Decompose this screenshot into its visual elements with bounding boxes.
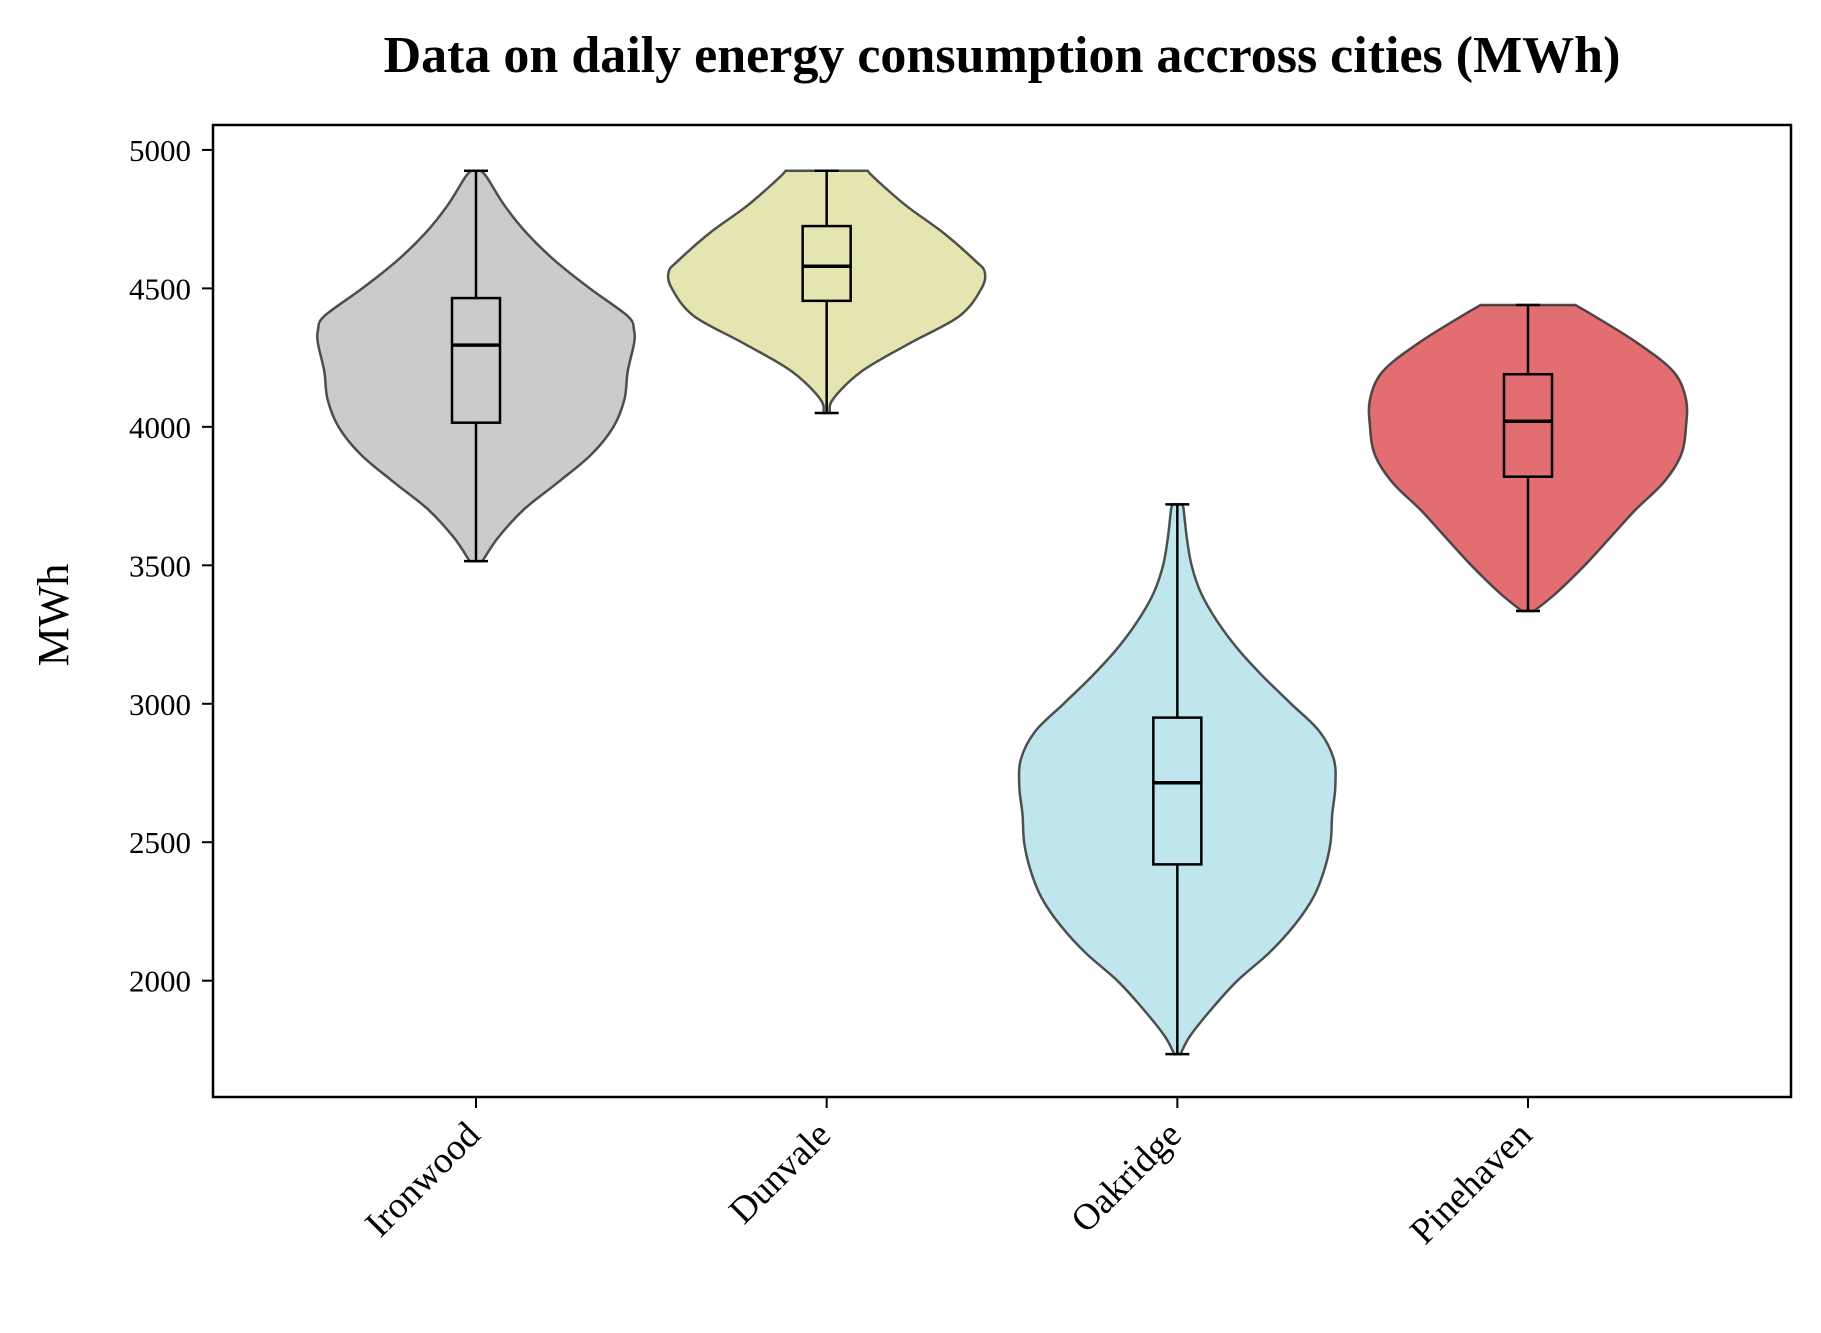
y-tick-label: 3000 xyxy=(129,687,191,722)
x-tick-label-ironwood: Ironwood xyxy=(358,1114,489,1245)
y-tick-label: 4000 xyxy=(129,410,191,445)
iqr-box xyxy=(450,296,502,424)
violin-pinehaven xyxy=(1367,303,1689,613)
violin-dunvale xyxy=(666,169,987,415)
x-tick-label-dunvale: Dunvale xyxy=(721,1114,839,1232)
plot-frame xyxy=(211,123,1793,1099)
iqr-box xyxy=(801,224,852,303)
x-tick-label-oakridge: Oakridge xyxy=(1063,1114,1189,1240)
y-axis: 2000 2500 3000 3500 4000 4500 5000 xyxy=(129,133,213,999)
iqr-box xyxy=(1502,372,1554,478)
x-axis: Ironwood Dunvale Oakridge Pinehaven xyxy=(358,1097,1540,1252)
y-tick-label: 2500 xyxy=(129,825,191,860)
boxplot-ironwood xyxy=(450,169,502,563)
boxplots-layer xyxy=(450,169,1554,1056)
x-tick-label-pinehaven: Pinehaven xyxy=(1402,1114,1540,1252)
boxplot-pinehaven xyxy=(1502,303,1554,613)
violins-layer xyxy=(315,169,1689,1056)
y-tick-label: 3500 xyxy=(129,548,191,583)
iqr-box xyxy=(1152,716,1203,866)
y-tick-label: 5000 xyxy=(129,133,191,168)
y-tick-label: 2000 xyxy=(129,964,191,999)
chart-title: Data on daily energy consumption accross… xyxy=(384,27,1621,84)
y-tick-label: 4500 xyxy=(129,271,191,306)
boxplot-dunvale xyxy=(801,169,852,415)
boxplot-oakridge xyxy=(1152,503,1203,1056)
y-axis-label: MWh xyxy=(29,564,78,667)
